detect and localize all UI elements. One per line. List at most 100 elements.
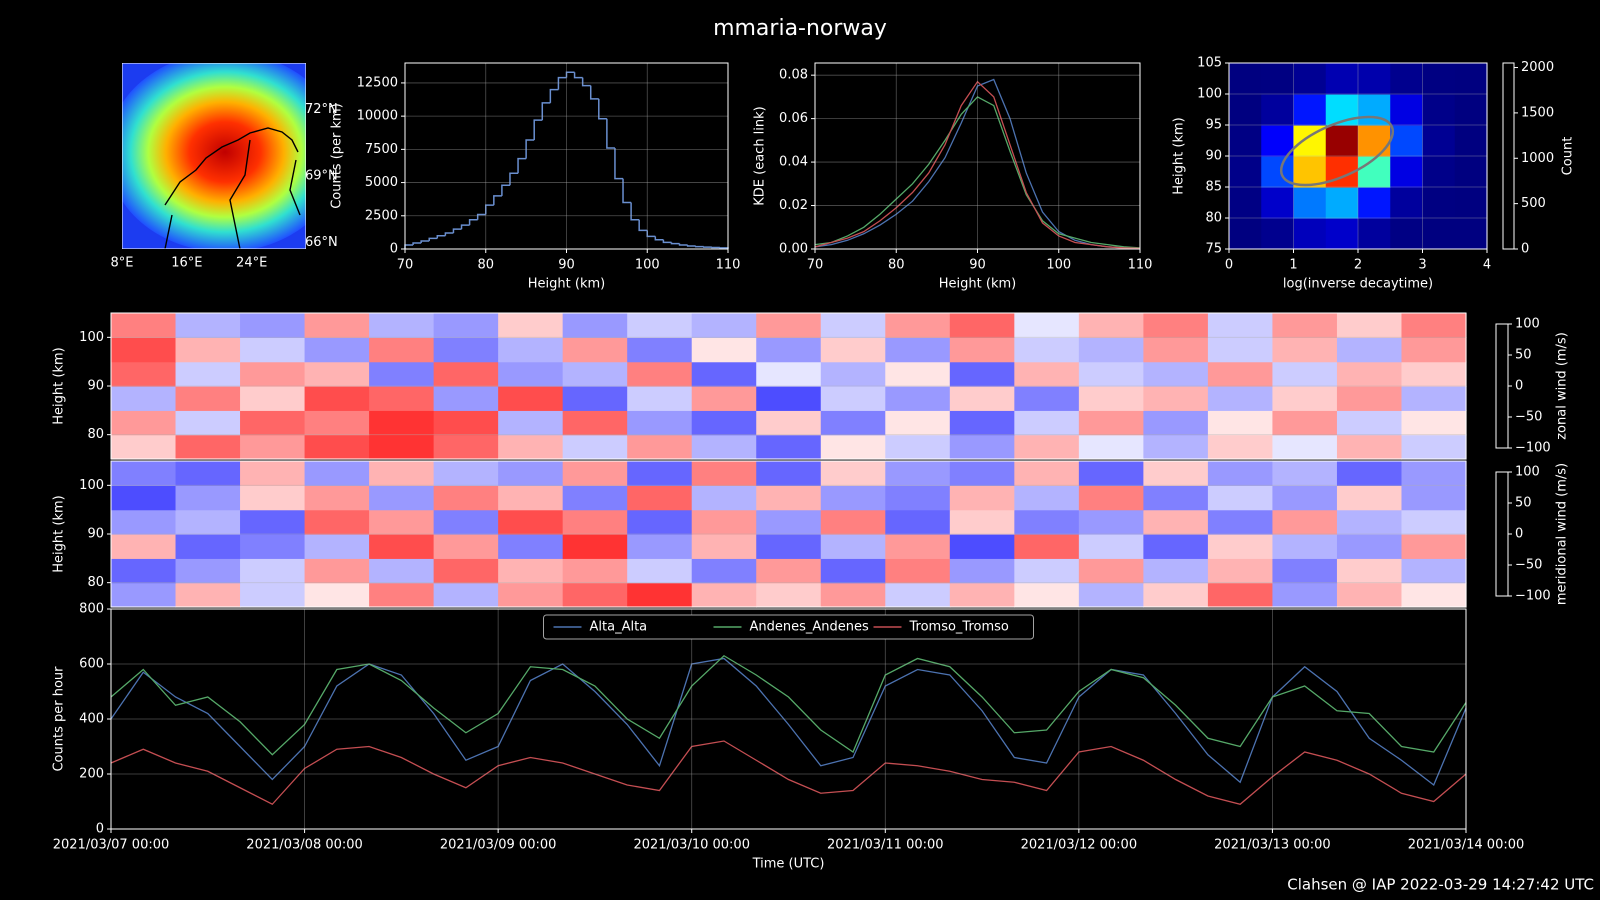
heatmap-cell bbox=[1207, 361, 1274, 387]
y-tick-label: 80 bbox=[87, 427, 104, 442]
heatmap-cell bbox=[1229, 63, 1262, 95]
heatmap-cell bbox=[949, 461, 1015, 486]
heatmap-cell bbox=[175, 434, 241, 460]
heatmap-cell bbox=[1358, 187, 1391, 219]
heatmap-cell bbox=[1207, 485, 1274, 511]
heatmap-cell bbox=[1390, 94, 1424, 126]
heatmap-cell bbox=[433, 410, 499, 436]
heatmap-cell bbox=[1207, 386, 1274, 411]
axes-frame bbox=[110, 608, 1467, 830]
heatmap-cell bbox=[562, 461, 628, 486]
heatmap-cell bbox=[1207, 509, 1274, 535]
y-tick-label: 0.02 bbox=[779, 198, 808, 213]
histogram-step bbox=[444, 232, 454, 236]
legend-label: Andenes_Andenes bbox=[750, 620, 870, 635]
heatmap-cell bbox=[433, 461, 499, 486]
heatmap-cell bbox=[1272, 410, 1338, 436]
y-tick-label: 0.04 bbox=[779, 155, 808, 170]
histogram-step bbox=[404, 244, 414, 249]
histogram-step bbox=[517, 157, 527, 174]
heatmap-cell bbox=[1261, 125, 1295, 157]
heatmap-cell bbox=[240, 361, 306, 387]
y-tick-label: 80 bbox=[1205, 211, 1222, 226]
heatmap-cell bbox=[1454, 94, 1488, 126]
heatmap-cell bbox=[240, 386, 306, 411]
heatmap-cell bbox=[885, 337, 951, 363]
colorbar-tick-label: −100 bbox=[1515, 589, 1551, 604]
y-tick-label: 0.08 bbox=[779, 68, 808, 83]
heatmap-cell bbox=[691, 386, 757, 411]
legend-label: Tromso_Tromso bbox=[909, 620, 1009, 635]
y-axis-label: Counts per hour bbox=[52, 666, 67, 772]
y-tick-label: 0 bbox=[96, 822, 104, 837]
histogram-step bbox=[452, 228, 462, 234]
heatmap-cell bbox=[756, 434, 822, 460]
heatmap-cell bbox=[1325, 125, 1359, 157]
colorbar-tick-label: −50 bbox=[1515, 558, 1542, 573]
x-tick-label: 80 bbox=[477, 258, 494, 273]
colorbar bbox=[1495, 471, 1509, 597]
heatmap-cell bbox=[1336, 461, 1403, 486]
heatmap-cell bbox=[1207, 558, 1274, 584]
heatmap-cell bbox=[304, 313, 370, 338]
x-axis-label: log(inverse decaytime) bbox=[1283, 277, 1433, 292]
heatmap-cell bbox=[433, 582, 499, 608]
heatmap-cell bbox=[562, 361, 628, 387]
heatmap-cell bbox=[1207, 337, 1274, 363]
heatmap-cell bbox=[304, 386, 370, 411]
y-tick-label: 80 bbox=[87, 575, 104, 590]
heatmap-cell bbox=[1078, 485, 1144, 511]
heatmap-cell bbox=[1390, 156, 1424, 188]
heatmap-cell bbox=[111, 410, 177, 436]
heatmap-cell bbox=[756, 410, 822, 436]
heatmap-cell bbox=[1143, 558, 1209, 584]
heatmap-cell bbox=[1336, 313, 1403, 338]
heatmap-cell bbox=[240, 534, 306, 559]
heatmap-cell bbox=[627, 337, 693, 363]
heatmap-cell bbox=[240, 582, 306, 608]
y-axis-label: KDE (each link) bbox=[753, 106, 768, 206]
heatmap-cell bbox=[433, 337, 499, 363]
heatmap-cell bbox=[1401, 534, 1467, 559]
heatmap-cell bbox=[433, 485, 499, 511]
heatmap-cell bbox=[304, 534, 370, 559]
histogram-step bbox=[630, 202, 640, 221]
heatmap-cell bbox=[111, 386, 177, 411]
histogram-step bbox=[694, 245, 704, 248]
x-tick-label: 100 bbox=[1046, 258, 1071, 273]
y-tick-label: 100 bbox=[79, 478, 104, 493]
heatmap-cell bbox=[1422, 218, 1456, 250]
legend-label: Alta_Alta bbox=[590, 620, 648, 635]
heatmap-cell bbox=[562, 410, 628, 436]
heatmap-cell bbox=[949, 558, 1015, 584]
heatmap-cell bbox=[433, 534, 499, 559]
heatmap-cell bbox=[1390, 218, 1424, 250]
colorbar-tick-label: 1500 bbox=[1521, 105, 1554, 120]
heatmap-cell bbox=[756, 558, 822, 584]
heatmap-cell bbox=[1078, 337, 1144, 363]
histogram-step bbox=[436, 234, 446, 239]
heatmap-cell bbox=[1078, 582, 1144, 608]
x-tick-label: 2021/03/10 00:00 bbox=[633, 838, 750, 853]
heatmap-cell bbox=[175, 361, 241, 387]
series-line bbox=[110, 657, 1467, 787]
heatmap-cell bbox=[1078, 509, 1144, 535]
x-tick-label: 2021/03/09 00:00 bbox=[440, 838, 557, 853]
heatmap-cell bbox=[498, 509, 564, 535]
heatmap-cell bbox=[1401, 558, 1467, 584]
heatmap-cell bbox=[627, 509, 693, 535]
x-tick-label: 70 bbox=[397, 258, 414, 273]
heatmap-cell bbox=[1261, 63, 1295, 95]
heatmap-cell bbox=[240, 485, 306, 511]
lat-label: 66°N bbox=[305, 235, 338, 250]
histogram-step bbox=[589, 85, 599, 100]
heatmap-cell bbox=[1401, 509, 1467, 535]
histogram-step bbox=[485, 204, 494, 215]
y-tick-label: 100 bbox=[1197, 87, 1222, 102]
heatmap-cell bbox=[304, 361, 370, 387]
heatmap-cell bbox=[949, 386, 1015, 411]
heatmap-cell bbox=[498, 558, 564, 584]
heatmap-cell bbox=[1272, 361, 1338, 387]
x-tick-label: 2021/03/13 00:00 bbox=[1214, 838, 1331, 853]
heatmap-cell bbox=[111, 337, 177, 363]
